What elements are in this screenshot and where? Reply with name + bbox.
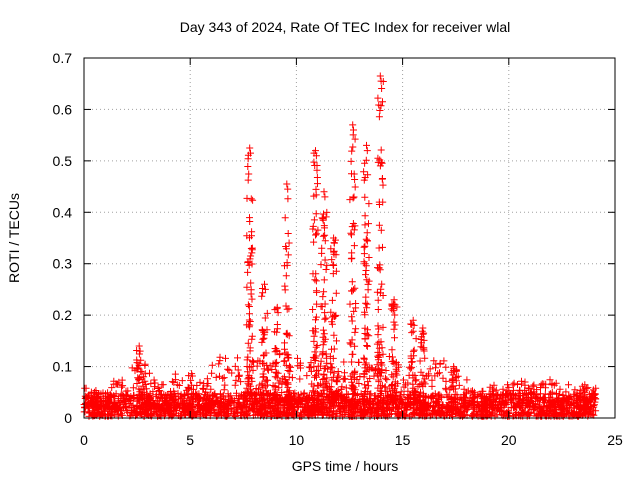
x-tick-label: 20 xyxy=(501,432,517,448)
roti-sample-markers xyxy=(80,72,600,420)
x-tick-label: 10 xyxy=(289,432,305,448)
plot-border xyxy=(83,57,616,419)
y-tick-label: 0.7 xyxy=(53,50,73,66)
y-tick-label: 0.3 xyxy=(53,256,73,272)
x-axis-ticks: 0 5 10 15 20 25 xyxy=(80,58,623,448)
y-tick-label: 0.4 xyxy=(53,204,73,220)
x-tick-label: 15 xyxy=(395,432,411,448)
grid-lines xyxy=(84,58,615,418)
y-tick-label: 0.5 xyxy=(53,153,73,169)
chart-title: Day 343 of 2024, Rate Of TEC Index for r… xyxy=(180,19,510,35)
x-axis-label: GPS time / hours xyxy=(292,458,399,474)
y-tick-label: 0 xyxy=(64,410,72,426)
y-tick-label: 0.1 xyxy=(53,359,73,375)
y-axis-ticks: 0 0.1 0.2 0.3 0.4 0.5 0.6 0.7 xyxy=(53,50,615,426)
y-axis-label: ROTI / TECUs xyxy=(6,193,22,283)
data-points xyxy=(80,72,600,420)
x-tick-label: 5 xyxy=(186,432,194,448)
x-tick-label: 0 xyxy=(80,432,88,448)
y-tick-label: 0.6 xyxy=(53,101,73,117)
y-tick-label: 0.2 xyxy=(53,307,73,323)
x-tick-label: 25 xyxy=(607,432,623,448)
